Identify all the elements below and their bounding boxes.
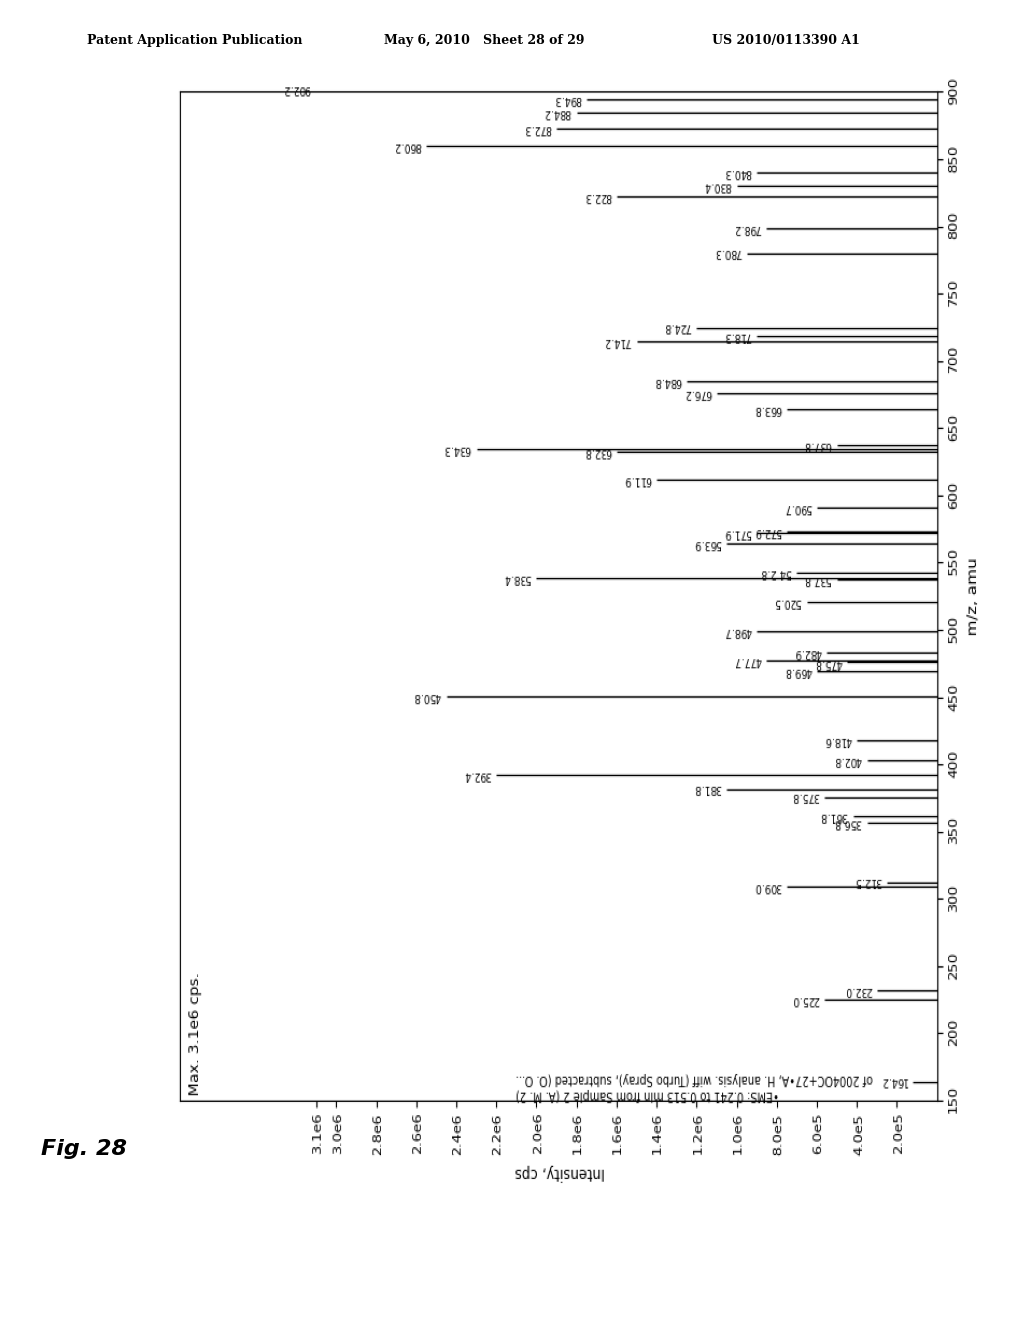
Text: US 2010/0113390 A1: US 2010/0113390 A1	[712, 33, 859, 46]
Text: Patent Application Publication: Patent Application Publication	[87, 33, 302, 46]
Text: May 6, 2010   Sheet 28 of 29: May 6, 2010 Sheet 28 of 29	[384, 33, 585, 46]
Text: Fig. 28: Fig. 28	[41, 1139, 127, 1159]
